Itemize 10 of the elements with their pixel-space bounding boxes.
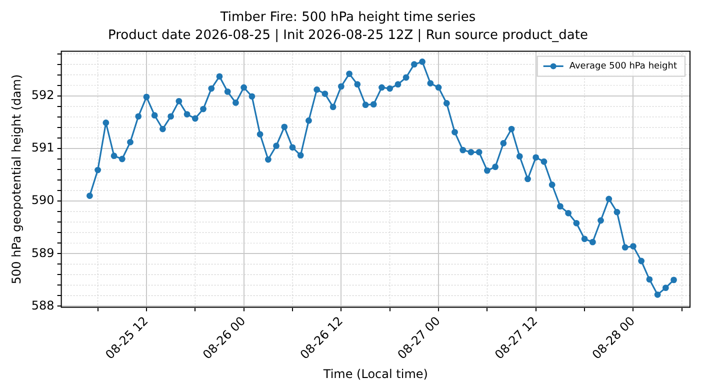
chart-title: Timber Fire: 500 hPa height time series	[219, 10, 476, 26]
y-tick-label: 591	[31, 140, 54, 155]
y-tick-label: 590	[31, 193, 54, 208]
y-tick-label: 588	[31, 298, 54, 312]
y-tick-label: 592	[31, 88, 54, 102]
y-axis-title: 500 hPa geopotential height (dam)	[9, 74, 24, 284]
x-axis-title: Time (Local time)	[322, 366, 428, 381]
legend-label: Average 500 hPa height	[569, 62, 678, 72]
y-tick-label: 589	[31, 246, 54, 260]
chart-subtitle: Product date 2026-08-25 | Init 2026-08-25 12Z | Run source product_date	[108, 28, 588, 43]
